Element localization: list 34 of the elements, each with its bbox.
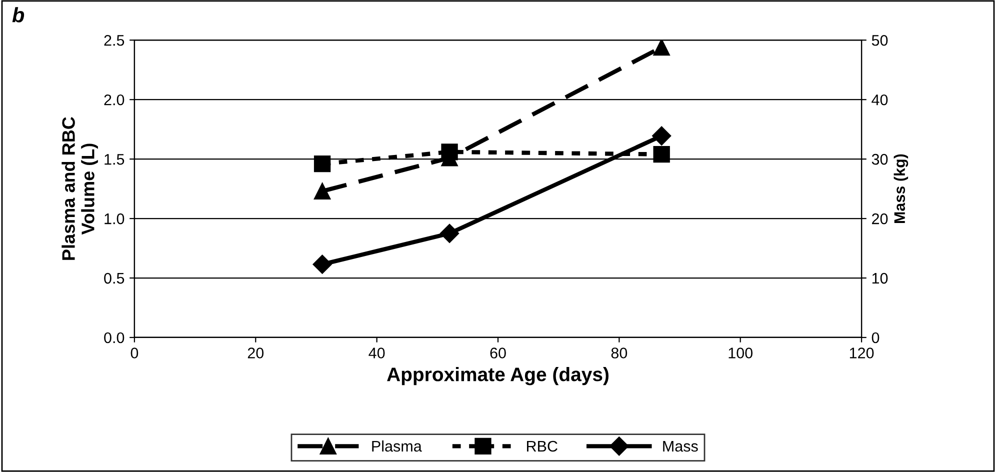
point	[653, 146, 670, 163]
point	[314, 155, 331, 172]
y2-axis-title: Mass (kg)	[894, 154, 908, 224]
point	[312, 254, 332, 274]
point	[314, 182, 331, 200]
y2-tick-label: 40	[872, 94, 888, 106]
y-tick-label: 2.0	[104, 94, 124, 106]
y2-tick-label: 10	[872, 272, 888, 284]
x-tick-label: 80	[611, 348, 628, 358]
x-tick-label: 0	[130, 348, 138, 358]
y-axis-title: Plasma and RBC Volume (L)	[62, 117, 98, 260]
legend-label: Mass	[663, 441, 698, 452]
point	[440, 224, 460, 243]
y2-tick-label: 50	[872, 34, 888, 46]
y2-tick-label: 30	[872, 154, 888, 165]
point	[653, 40, 670, 56]
point	[441, 144, 458, 160]
x-tick-label: 120	[850, 348, 874, 358]
x-tick-label: 60	[490, 348, 506, 358]
y-tick-label: 1.0	[104, 213, 124, 224]
x-tick-label: 100	[728, 348, 753, 358]
y-tick-label: 0.0	[104, 332, 124, 344]
y-tick-label: 0.5	[104, 272, 124, 284]
y-tick-label: 2.5	[104, 34, 124, 46]
legend-label: RBC	[527, 440, 558, 452]
point	[652, 126, 672, 146]
x-axis-title: Approximate Age (days)	[387, 367, 609, 386]
y-tick-label: 1.5	[104, 154, 124, 165]
legend-label: Plasma	[372, 440, 422, 452]
x-tick-label: 40	[368, 348, 385, 358]
text: b	[12, 7, 24, 22]
y2-tick-label: 0	[872, 332, 880, 344]
x-tick-label: 20	[248, 348, 264, 358]
y2-tick-label: 20	[872, 213, 888, 224]
